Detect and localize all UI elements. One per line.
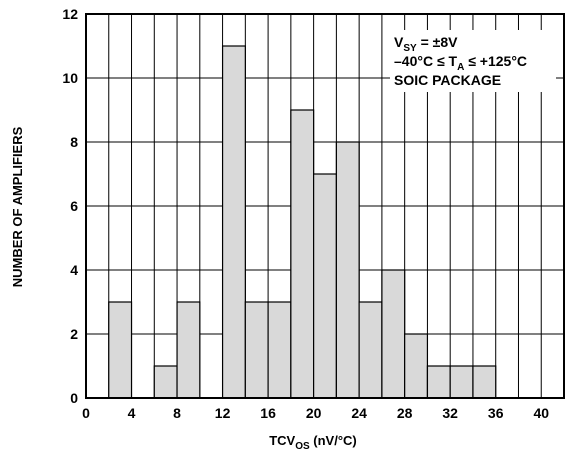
histogram-bar bbox=[176, 301, 201, 399]
y-tick-label: 8 bbox=[70, 134, 78, 150]
y-tick-labels: 0 2 4 6 8 10 12 bbox=[62, 6, 78, 406]
histogram-bar bbox=[404, 333, 429, 399]
y-tick-label: 4 bbox=[70, 262, 78, 278]
histogram-bar bbox=[335, 141, 360, 399]
x-tick-label: 4 bbox=[128, 405, 136, 421]
histogram-bar bbox=[153, 365, 178, 399]
histogram-bar bbox=[426, 365, 451, 399]
histogram-bar bbox=[108, 301, 133, 399]
plot-frame bbox=[85, 13, 565, 399]
y-tick-label: 6 bbox=[70, 198, 78, 214]
annotation-background bbox=[390, 30, 556, 92]
annotation-line-package: SOIC PACKAGE bbox=[394, 72, 501, 88]
annotation-line-temp: –40°C ≤ TA ≤ +125°C bbox=[394, 53, 527, 73]
x-tick-label: 12 bbox=[215, 405, 231, 421]
x-tick-label: 20 bbox=[306, 405, 322, 421]
y-tick-label: 2 bbox=[70, 326, 78, 342]
histogram-bar bbox=[472, 365, 497, 399]
annotation-temp-pre: –40°C ≤ T bbox=[394, 53, 458, 69]
y-tick-label: 10 bbox=[62, 70, 78, 86]
histogram-bar bbox=[313, 173, 337, 399]
annotation-vsy-suffix: = ±8V bbox=[417, 34, 458, 50]
histogram-bar bbox=[221, 45, 246, 399]
x-axis-title-main: TCV bbox=[269, 433, 295, 448]
x-axis-title: TCVOS (nV/°C) bbox=[269, 433, 357, 452]
annotation-vsy-sub: SY bbox=[403, 43, 417, 54]
histogram-bar bbox=[290, 109, 315, 399]
annotation-vsy-main: V bbox=[394, 34, 404, 50]
histogram-bar bbox=[358, 301, 383, 399]
y-axis-title: NUMBER OF AMPLIFIERS bbox=[10, 126, 25, 287]
y-tick-label: 0 bbox=[70, 390, 78, 406]
annotation-line-vsy: VSY = ±8V bbox=[394, 34, 458, 54]
x-tick-label: 28 bbox=[397, 405, 413, 421]
histogram-bar bbox=[267, 301, 292, 399]
x-tick-label: 32 bbox=[442, 405, 458, 421]
annotation-temp-sub: A bbox=[457, 62, 464, 73]
y-tick-label: 12 bbox=[62, 6, 78, 22]
x-tick-label: 36 bbox=[488, 405, 504, 421]
histogram-bar bbox=[381, 269, 406, 399]
x-tick-label: 0 bbox=[82, 405, 90, 421]
x-axis-title-suffix: (nV/°C) bbox=[310, 433, 357, 448]
histogram-bar bbox=[449, 365, 474, 399]
x-tick-label: 8 bbox=[173, 405, 181, 421]
annotation-temp-suffix: ≤ +125°C bbox=[464, 53, 527, 69]
x-tick-label: 40 bbox=[533, 405, 549, 421]
x-axis-title-sub: OS bbox=[295, 441, 310, 452]
histogram-bars bbox=[108, 45, 497, 399]
x-tick-label: 16 bbox=[260, 405, 276, 421]
histogram-bar bbox=[244, 301, 269, 399]
x-tick-label: 24 bbox=[351, 405, 367, 421]
x-tick-labels: 0 4 8 12 16 20 24 28 32 36 40 bbox=[82, 405, 549, 421]
